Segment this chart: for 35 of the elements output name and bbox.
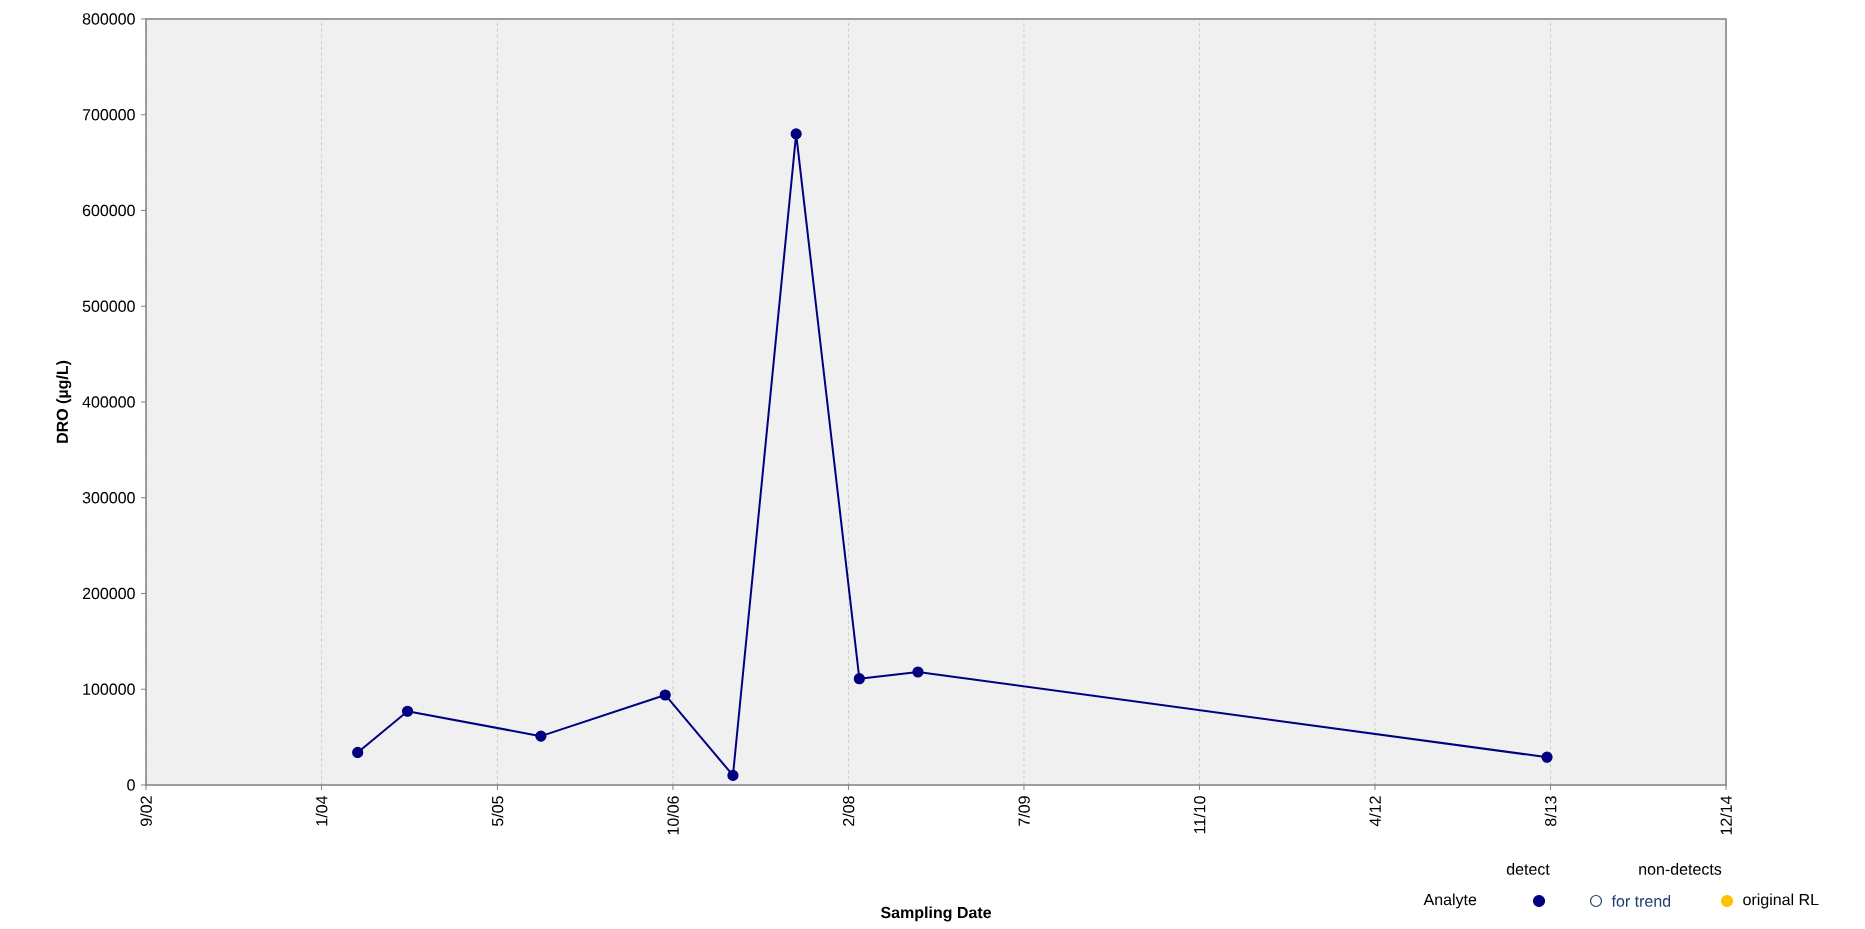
y-tick-label: 700000 [82, 109, 135, 121]
y-tick-label: 300000 [82, 492, 135, 504]
x-tick-label: 2/08 [842, 796, 855, 826]
y-axis-title: DRO (µg/L) [56, 360, 72, 443]
point [401, 705, 414, 717]
x-tick-label: 4/12 [1369, 796, 1381, 827]
y-tick-label: 100000 [83, 683, 135, 695]
y-tick-label: 200000 [82, 587, 135, 600]
point [727, 769, 739, 782]
legend-title: Analyte [1423, 893, 1477, 909]
x-tick-label: 8/13 [1544, 796, 1557, 826]
x-tick-label: 9/02 [140, 796, 152, 826]
point [1541, 751, 1553, 763]
x-tick-label: 12/14 [1720, 795, 1732, 835]
x-tick-label: 1/04 [315, 795, 328, 826]
x-axis-title: Sampling Date [880, 906, 992, 922]
point [853, 673, 865, 685]
legend-label: for trend [1611, 895, 1671, 907]
x-tick-label: 10/06 [667, 796, 679, 835]
text: non-detects [1639, 863, 1722, 875]
y-tick-label: 0 [127, 779, 135, 791]
point [535, 730, 547, 742]
y-tick-label: 400000 [82, 396, 135, 408]
text: detect [1506, 863, 1550, 875]
x-tick-label: 7/09 [1018, 796, 1030, 826]
x-tick-label: 5/05 [491, 796, 504, 827]
point [912, 666, 924, 678]
y-tick-label: 500000 [82, 300, 135, 312]
x-tick-label: 11/10 [1193, 796, 1206, 834]
point [790, 128, 802, 140]
y-tick-label: 800000 [82, 13, 135, 25]
point [352, 746, 364, 759]
y-tick-label: 600000 [82, 204, 135, 217]
point [659, 689, 671, 701]
legend-label: original RL [1743, 893, 1819, 909]
